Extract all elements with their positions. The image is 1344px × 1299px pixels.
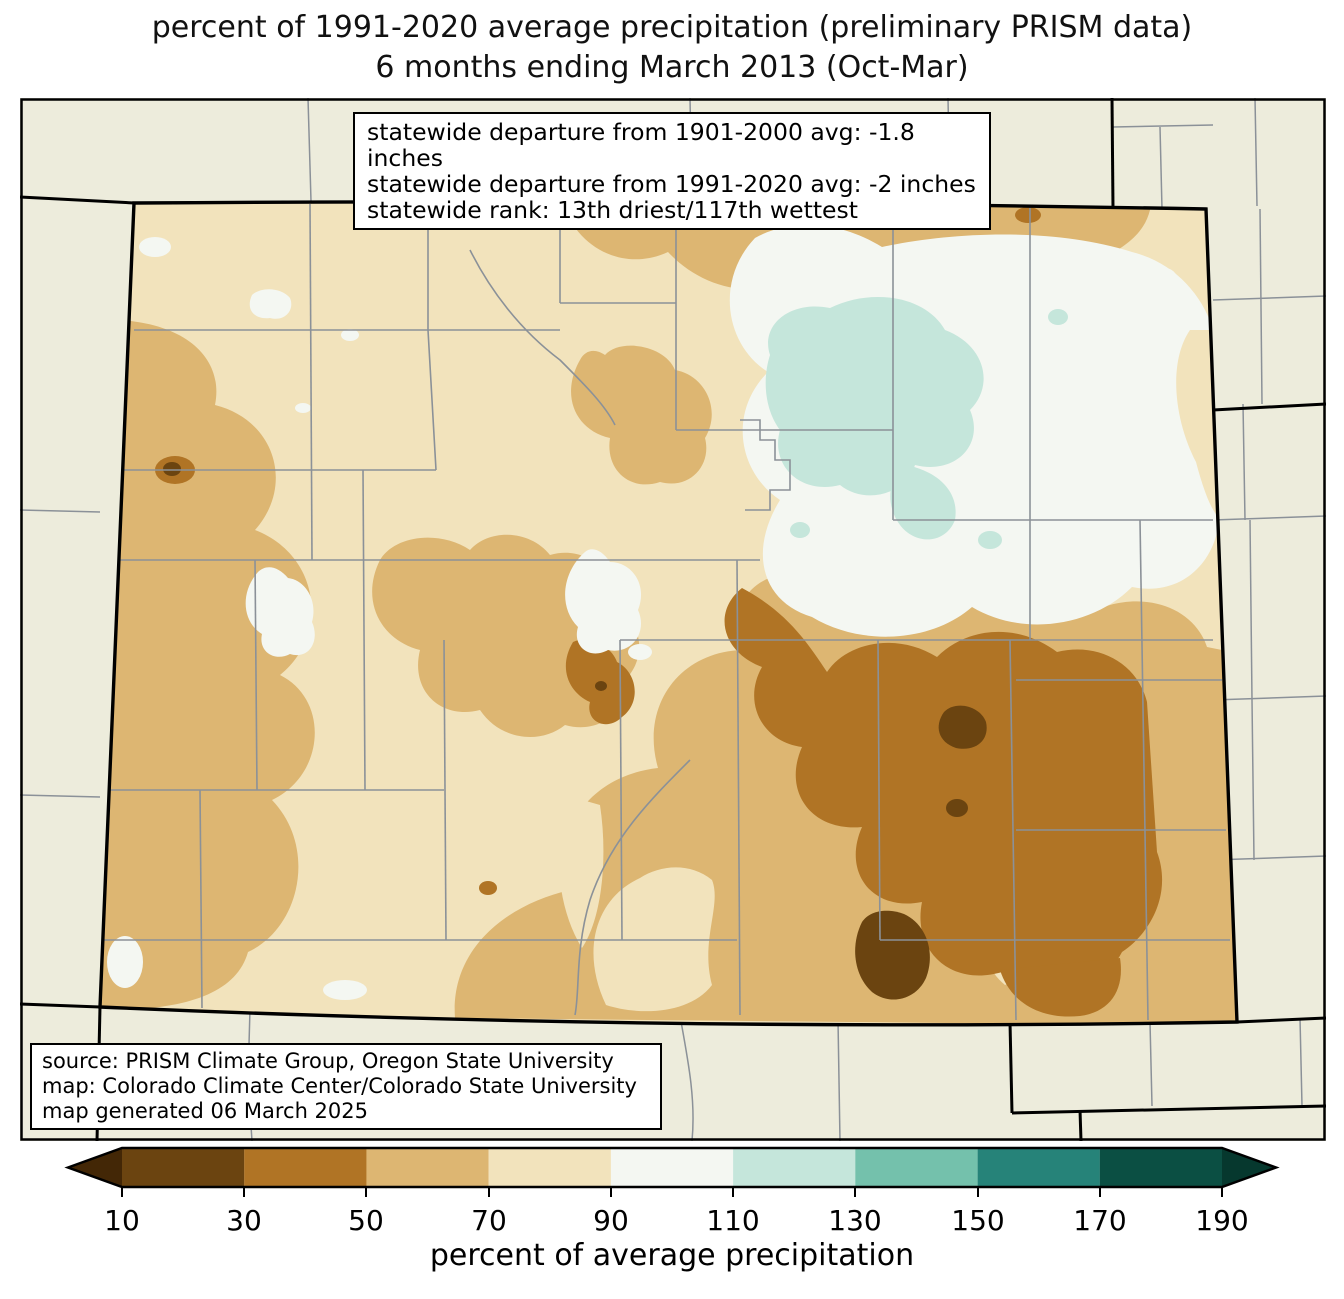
contour-region bbox=[595, 681, 607, 691]
colorbar-segment bbox=[1099, 1148, 1223, 1187]
colorbar-segment bbox=[855, 1148, 978, 1187]
contour-region bbox=[890, 465, 956, 540]
map-title: percent of 1991-2020 average precipitati… bbox=[0, 8, 1344, 88]
tick-label: 70 bbox=[471, 1204, 507, 1237]
contour-region bbox=[245, 567, 315, 657]
colorado-contour-fills bbox=[100, 201, 1237, 1025]
contour-region bbox=[1000, 958, 1121, 1017]
contour-region bbox=[765, 296, 984, 496]
stats-line-departure-1901: statewide departure from 1901-2000 avg: … bbox=[367, 118, 915, 172]
stats-line-rank: statewide rank: 13th driest/117th wettes… bbox=[367, 196, 858, 224]
tick-label: 190 bbox=[1195, 1204, 1248, 1237]
map-title-line1: percent of 1991-2020 average precipitati… bbox=[151, 10, 1193, 45]
outside-state-lines bbox=[20, 98, 1326, 1141]
contour-region bbox=[295, 403, 311, 413]
contour-region bbox=[479, 881, 497, 895]
colorbar-under-arrow bbox=[68, 1148, 122, 1187]
contour-region bbox=[323, 980, 367, 1000]
contour-region bbox=[558, 795, 604, 948]
contour-region bbox=[1048, 309, 1068, 325]
contour-region bbox=[107, 936, 143, 988]
colorbar: 10 30 50 70 90 110 130 150 170 190 bbox=[64, 1146, 1280, 1237]
contour-region bbox=[565, 549, 642, 654]
contour-region bbox=[249, 289, 292, 319]
generated-date-line: map generated 06 March 2025 bbox=[42, 1099, 369, 1123]
contour-region bbox=[978, 531, 1002, 549]
contour-region bbox=[855, 910, 930, 1000]
stats-line-departure-1991: statewide departure from 1991-2020 avg: … bbox=[367, 170, 976, 198]
tick-label: 30 bbox=[226, 1204, 262, 1237]
colorbar-segment bbox=[122, 1148, 245, 1187]
contour-region bbox=[139, 237, 171, 257]
tick-label: 150 bbox=[951, 1204, 1004, 1237]
source-attribution-box: source: PRISM Climate Group, Oregon Stat… bbox=[30, 1043, 662, 1130]
contour-region bbox=[938, 705, 987, 749]
colorbar-segment bbox=[244, 1148, 367, 1187]
contour-region bbox=[628, 644, 652, 660]
colorbar-axis-label: percent of average precipitation bbox=[429, 1238, 915, 1273]
contour-region bbox=[1149, 268, 1181, 312]
contour-region bbox=[163, 462, 181, 476]
tick-label: 90 bbox=[593, 1204, 629, 1237]
colorbar-segment bbox=[733, 1148, 856, 1187]
tick-label: 50 bbox=[348, 1204, 384, 1237]
tick-label: 130 bbox=[828, 1204, 881, 1237]
map-canvas bbox=[20, 98, 1326, 1141]
map-title-line2: 6 months ending March 2013 (Oct-Mar) bbox=[375, 50, 969, 85]
colorado-county-lines bbox=[100, 203, 1230, 1021]
colorbar-segment bbox=[977, 1148, 1100, 1187]
colorbar-over-arrow bbox=[1222, 1148, 1276, 1187]
tick-label: 10 bbox=[104, 1204, 140, 1237]
colorbar-segment bbox=[366, 1148, 489, 1187]
contour-region bbox=[946, 799, 968, 817]
contour-region bbox=[100, 319, 315, 1011]
contour-region bbox=[790, 522, 810, 538]
tick-label: 110 bbox=[706, 1204, 759, 1237]
tick-label: 170 bbox=[1073, 1204, 1126, 1237]
contour-region bbox=[1015, 207, 1041, 223]
colorbar-tick-labels: 10 30 50 70 90 110 130 150 170 190 bbox=[104, 1204, 1249, 1237]
statewide-stats-box: statewide departure from 1901-2000 avg: … bbox=[353, 112, 991, 230]
source-line: source: PRISM Climate Group, Oregon Stat… bbox=[42, 1049, 614, 1073]
map-credit-line: map: Colorado Climate Center/Colorado St… bbox=[42, 1074, 637, 1098]
axes-frame bbox=[20, 98, 1326, 1141]
colorbar-segment bbox=[610, 1148, 734, 1187]
colorbar-segment bbox=[488, 1148, 611, 1187]
contour-region bbox=[724, 588, 1163, 990]
colorbar-ticks bbox=[121, 1187, 1223, 1197]
contour-region bbox=[341, 329, 359, 341]
